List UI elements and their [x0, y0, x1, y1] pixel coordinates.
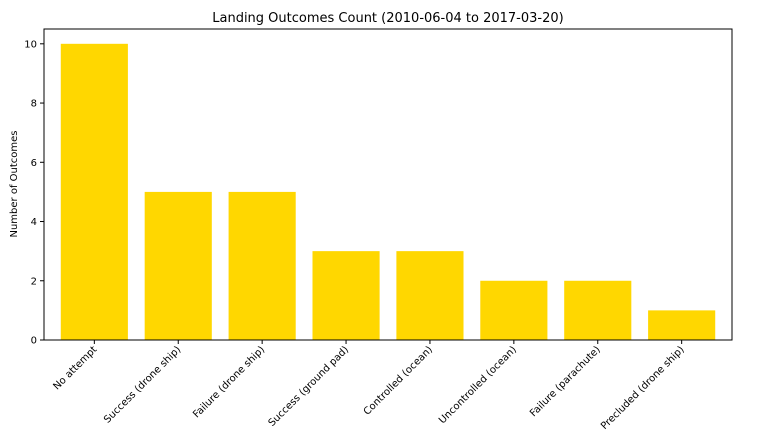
y-tick-label: 10 — [24, 39, 37, 50]
bar — [228, 191, 296, 340]
y-tick-label: 0 — [31, 336, 37, 347]
bar — [312, 251, 380, 340]
bar — [564, 280, 632, 340]
bar — [144, 191, 212, 340]
plot-frame — [43, 28, 733, 341]
chart-title: Landing Outcomes Count (2010-06-04 to 20… — [212, 11, 563, 26]
y-tick-label: 6 — [31, 158, 37, 169]
y-tick-label: 8 — [31, 99, 37, 110]
bar — [60, 43, 128, 341]
y-tick-label: 4 — [31, 217, 37, 228]
y-tick-label: 2 — [31, 276, 37, 287]
y-ticks-group: 0 2 4 6 8 10 — [24, 39, 44, 347]
bar — [480, 280, 548, 340]
bar — [648, 310, 716, 340]
y-axis-label: Number of Outcomes — [9, 130, 20, 237]
bars-group — [60, 43, 716, 341]
bar — [396, 251, 464, 340]
